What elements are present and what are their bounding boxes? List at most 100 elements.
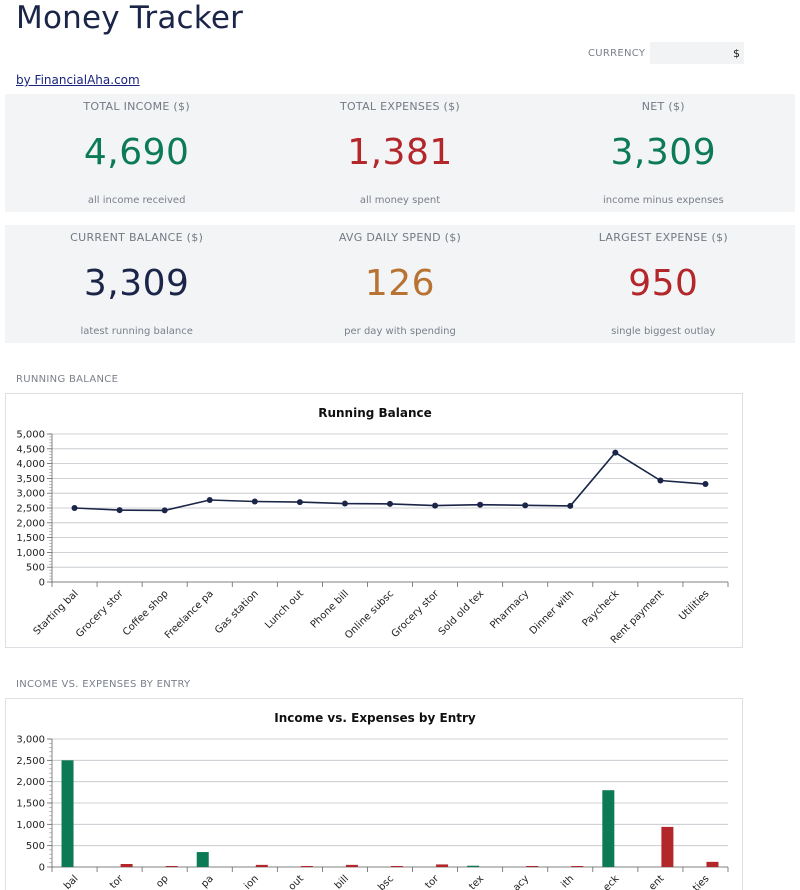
running-balance-chart: Running Balance 0 500 1,000 1,500 2,000 2,500 3…: [16, 406, 729, 646]
data-point: [251, 498, 258, 505]
data-point: [341, 500, 348, 507]
card-label: TOTAL EXPENSES ($): [339, 100, 461, 113]
data-point: [116, 507, 123, 514]
app-title: Money Tracker: [16, 0, 244, 36]
expense-bar: [345, 864, 358, 867]
x-tick-label: Sold old tex: [437, 588, 487, 638]
expense-bar: [300, 866, 313, 867]
x-tick-label: Pharmacy: [488, 588, 531, 631]
card-value: 3,309: [610, 132, 717, 173]
x-tick-label: Gas station: [213, 588, 261, 636]
x-tick-label: tor: [423, 873, 441, 890]
x-tick-label: Utilities: [677, 588, 711, 622]
y-tick-label: 500: [26, 563, 45, 574]
expense-bar: [526, 866, 539, 867]
card-subtitle: single biggest outlay: [611, 326, 716, 337]
x-tick-label: bill: [333, 873, 351, 890]
x-tick-label: Starting bal: [32, 588, 81, 637]
y-tick-label: 1,500: [16, 799, 45, 810]
x-tick-label: pa: [199, 873, 216, 890]
largest-expense-card: LARGEST EXPENSE ($) 950 single biggest o…: [532, 225, 795, 343]
x-tick-label: eck: [601, 873, 621, 890]
data-point: [702, 481, 709, 488]
x-tick-label: Lunch out: [263, 588, 306, 631]
chart-title: Income vs. Expenses by Entry: [274, 711, 476, 725]
byline-link[interactable]: by FinancialAha.com: [16, 73, 140, 87]
income-expenses-chart: Income vs. Expenses by Entry 0 500 1,000 1,5…: [16, 711, 729, 890]
y-tick-label: 2,500: [16, 756, 45, 767]
x-tick-label: Grocery stor: [74, 588, 126, 640]
data-point: [206, 497, 213, 504]
x-tick-label: Coffee shop: [121, 588, 171, 638]
data-point: [477, 501, 484, 508]
card-subtitle: per day with spending: [344, 326, 456, 337]
x-tick-label: op: [154, 873, 171, 890]
card-label: CURRENT BALANCE ($): [70, 231, 204, 244]
data-point: [567, 502, 574, 509]
card-value: 1,381: [347, 132, 453, 173]
x-tick-label: Online subsc: [343, 588, 396, 641]
y-tick-label: 0: [39, 863, 45, 874]
net-card: NET ($) 3,309 income minus expenses: [532, 94, 795, 212]
income-expenses-chart-panel: Income vs. Expenses by Entry 0 500 1,000 1,5…: [5, 698, 743, 890]
y-tick-label: 5,000: [16, 430, 45, 441]
card-label: NET ($): [641, 100, 685, 113]
expense-bar: [165, 866, 178, 867]
card-subtitle: latest running balance: [80, 326, 193, 337]
income-expenses-section-title: INCOME VS. EXPENSES BY ENTRY: [16, 679, 191, 690]
y-tick-label: 1,000: [16, 548, 45, 559]
data-point: [387, 500, 393, 507]
y-tick-label: 3,500: [16, 474, 45, 485]
data-point: [161, 507, 168, 514]
y-tick-label: 2,500: [16, 504, 45, 515]
card-label: LARGEST EXPENSE ($): [598, 231, 728, 244]
data-point: [657, 477, 664, 484]
y-tick-label: 500: [26, 841, 45, 852]
card-subtitle: income minus expenses: [602, 195, 724, 206]
card-value: 4,690: [83, 132, 190, 173]
card-value: 3,309: [83, 263, 190, 304]
currency-label: CURRENCY: [588, 48, 646, 59]
x-tick-label: Phone bill: [309, 588, 351, 630]
x-tick-label: ith: [559, 873, 576, 890]
data-point: [71, 505, 78, 511]
x-tick-label: acy: [511, 873, 531, 890]
card-value: 126: [364, 263, 436, 304]
y-tick-label: 4,000: [16, 459, 45, 470]
x-tick-label: Dinner with: [528, 588, 577, 637]
chart-title: Running Balance: [318, 406, 432, 420]
x-tick-label: Paycheck: [581, 588, 622, 629]
total-expenses-card: TOTAL EXPENSES ($) 1,381 all money spent: [268, 94, 531, 212]
currency-input[interactable]: [650, 42, 744, 64]
data-point: [612, 449, 619, 456]
avg-daily-spend-card: AVG DAILY SPEND ($) 126 per day with spe…: [268, 225, 531, 343]
card-label: AVG DAILY SPEND ($): [338, 231, 462, 244]
data-point: [296, 499, 303, 506]
expense-bar: [120, 864, 133, 867]
summary-row-2: CURRENT BALANCE ($) 3,309 latest running…: [5, 225, 795, 343]
y-tick-label: 3,000: [16, 489, 45, 500]
running-balance-section-title: RUNNING BALANCE: [16, 374, 119, 385]
expense-bar: [706, 861, 719, 867]
x-tick-label: out: [287, 873, 306, 890]
running-balance-chart-panel: Running Balance 0 500 1,000 1,500 2,000 2,500 3…: [5, 393, 743, 648]
current-balance-card: CURRENT BALANCE ($) 3,309 latest running…: [5, 225, 268, 343]
x-tick-label: ent: [647, 873, 666, 890]
income-bar: [602, 790, 615, 867]
y-tick-label: 2,000: [16, 777, 45, 788]
x-tick-label: tex: [467, 873, 486, 890]
card-value: 950: [628, 263, 699, 304]
y-tick-label: 2,000: [16, 518, 45, 529]
income-bar: [61, 760, 74, 867]
income-bar: [467, 865, 480, 867]
x-tick-label: bal: [62, 873, 81, 890]
expense-bar: [661, 826, 674, 867]
x-tick-label: ties: [691, 873, 712, 890]
y-tick-label: 1,000: [16, 820, 45, 831]
card-label: TOTAL INCOME ($): [83, 100, 190, 113]
expense-bar: [255, 864, 268, 867]
summary-row-1: TOTAL INCOME ($) 4,690 all income receiv…: [5, 94, 795, 212]
card-subtitle: all money spent: [359, 195, 441, 206]
x-tick-label: bsc: [376, 873, 396, 890]
income-bar: [196, 852, 209, 867]
